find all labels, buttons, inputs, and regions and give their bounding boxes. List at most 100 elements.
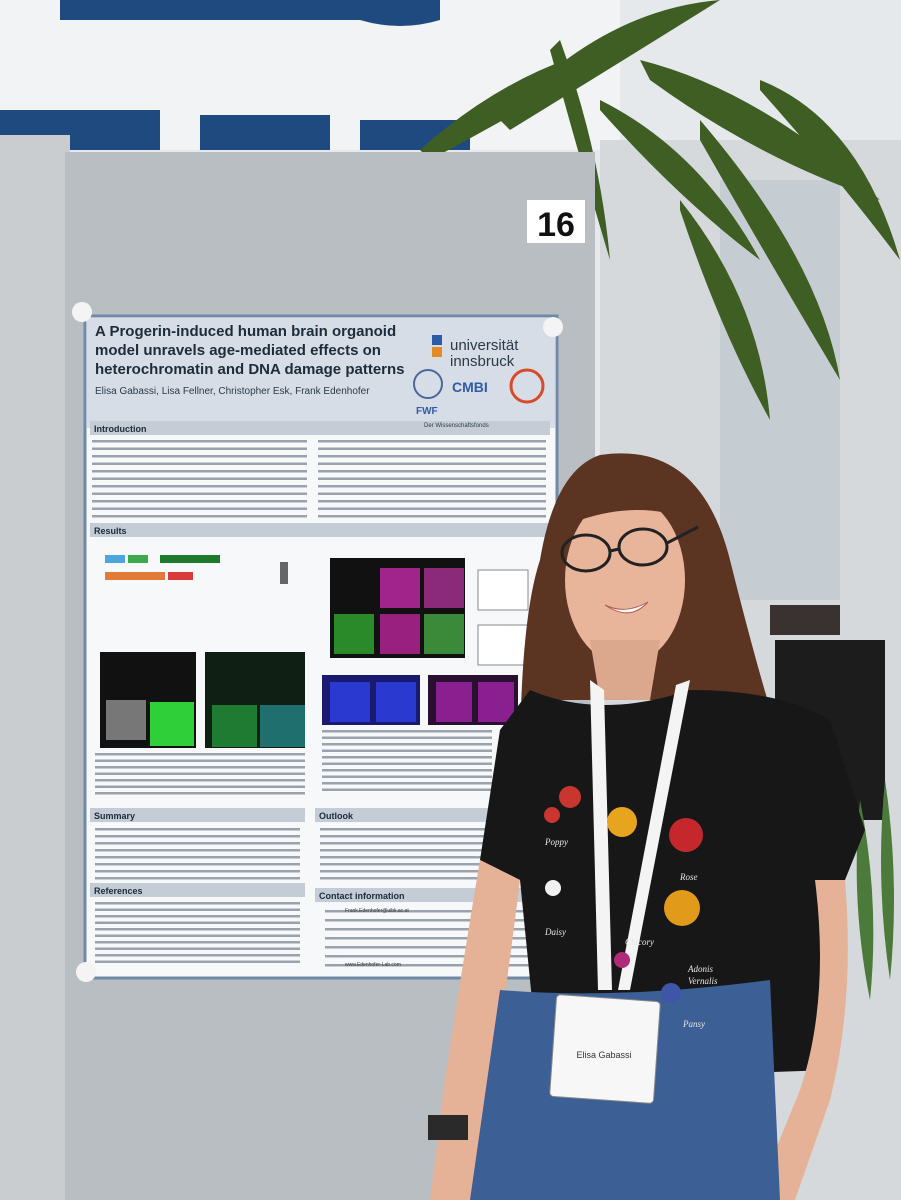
text-line xyxy=(325,937,545,940)
sign-letters-top xyxy=(60,0,440,26)
logo-text: CMBI xyxy=(452,379,488,395)
section-heading: References xyxy=(94,886,143,896)
text-line xyxy=(322,756,492,759)
text-line xyxy=(318,447,546,450)
poster-title: heterochromatin and DNA damage patterns xyxy=(95,361,405,378)
text-line xyxy=(92,455,307,458)
text-line xyxy=(95,835,300,838)
sign-letters xyxy=(0,110,470,150)
text-line xyxy=(322,775,492,778)
contact-text: Frank.Edenhofer@uibk.ac.at xyxy=(345,908,409,914)
text-line xyxy=(320,856,545,859)
text-line xyxy=(92,470,307,473)
results-figures xyxy=(100,555,529,748)
section-heading: Introduction xyxy=(94,424,147,434)
text-line xyxy=(95,779,305,782)
text-line xyxy=(322,769,492,772)
shirt-text: Chicory xyxy=(625,937,654,947)
text-line xyxy=(92,440,307,443)
text-line xyxy=(92,507,307,510)
text-line xyxy=(318,515,546,518)
text-line xyxy=(92,500,307,503)
section-heading: Summary xyxy=(94,811,135,821)
text-line xyxy=(95,870,300,873)
text-line xyxy=(95,921,300,924)
shirt-text: Pansy xyxy=(682,1019,705,1029)
text-line xyxy=(95,941,300,944)
text-line xyxy=(320,828,545,831)
text-line xyxy=(322,762,492,765)
text-line xyxy=(92,462,307,465)
small-plant xyxy=(856,780,894,1000)
text-line xyxy=(95,928,300,931)
text-line xyxy=(320,863,545,866)
text-line xyxy=(92,515,307,518)
logo-text: Der Wissenschaftsfonds xyxy=(424,423,489,429)
section-heading: Results xyxy=(94,526,127,536)
text-line xyxy=(95,759,305,762)
text-line xyxy=(320,842,545,845)
text-line xyxy=(95,785,305,788)
text-line xyxy=(318,462,546,465)
shirt-text: Adonis xyxy=(687,964,713,974)
text-line xyxy=(92,477,307,480)
pin xyxy=(72,302,92,322)
logo-text: FWF xyxy=(416,406,438,417)
text-line xyxy=(95,792,305,795)
person xyxy=(428,453,865,1200)
number-card xyxy=(527,200,585,243)
text-line xyxy=(95,954,300,957)
text-line xyxy=(95,856,300,859)
text-line xyxy=(95,877,300,880)
text-line xyxy=(318,485,546,488)
text-line xyxy=(92,485,307,488)
text-line xyxy=(322,743,492,746)
text-line xyxy=(318,507,546,510)
text-line xyxy=(325,919,545,922)
text-line xyxy=(318,470,546,473)
shirt-text: Poppy xyxy=(544,837,568,847)
poster-header xyxy=(87,318,555,428)
shirt-text: Daisy xyxy=(544,927,566,937)
glasses xyxy=(560,525,699,573)
text-line xyxy=(95,828,300,831)
text-layer: 16 A Progerin-induced human brain organoi… xyxy=(94,206,718,1060)
text-line xyxy=(95,863,300,866)
text-line xyxy=(95,908,300,911)
text-line xyxy=(322,788,492,791)
board-pillar xyxy=(0,135,70,1200)
flowers xyxy=(544,786,703,1003)
box xyxy=(770,605,840,635)
section-heading: Contact information xyxy=(319,891,405,901)
text-line xyxy=(325,910,545,913)
text-line xyxy=(95,960,300,963)
logo-age-reg xyxy=(509,368,545,404)
text-line xyxy=(95,842,300,845)
text-line xyxy=(318,500,546,503)
text-line xyxy=(318,492,546,495)
text-line xyxy=(92,447,307,450)
text-line xyxy=(95,753,305,756)
contact-text: www.Edenhofer-Lab.com xyxy=(345,962,401,968)
lanyard xyxy=(590,680,690,990)
face xyxy=(565,495,685,665)
text-line xyxy=(95,934,300,937)
logo-uibk xyxy=(432,335,442,345)
text-line xyxy=(325,964,545,967)
bangs xyxy=(580,468,690,520)
text-line xyxy=(95,915,300,918)
text-line xyxy=(322,736,492,739)
text-line xyxy=(320,877,545,880)
text-line xyxy=(92,492,307,495)
text-line xyxy=(322,749,492,752)
text-line xyxy=(325,946,545,949)
text-line xyxy=(95,849,300,852)
text-line xyxy=(322,730,492,733)
section-heading: Outlook xyxy=(319,811,354,821)
poster-title: model unravels age-mediated effects on xyxy=(95,342,381,359)
text-line xyxy=(322,782,492,785)
watch xyxy=(428,1115,468,1140)
text-line xyxy=(318,455,546,458)
